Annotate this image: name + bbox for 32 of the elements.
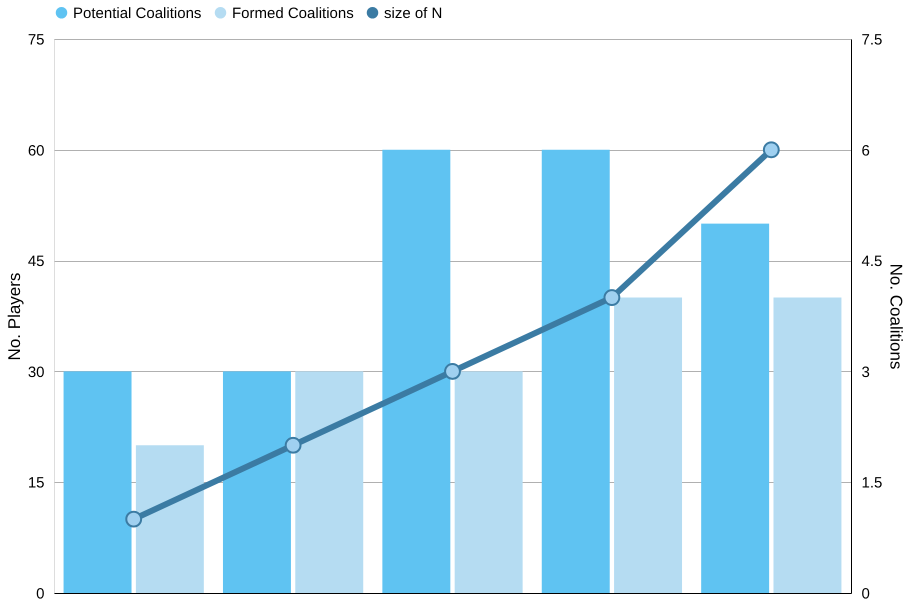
point: [284, 436, 302, 454]
point: [125, 510, 142, 528]
bar: [454, 371, 523, 593]
y-axis-title: No. Players: [4, 272, 24, 360]
y2-tick-label: 1.5: [862, 474, 882, 492]
y-tick-label: 15: [28, 474, 44, 492]
y-tick-label: 30: [28, 364, 44, 381]
bar: [222, 371, 291, 593]
point: [603, 289, 620, 306]
legend-label: Formed Coalitions: [232, 4, 354, 22]
bar: [295, 371, 364, 593]
point: [444, 363, 461, 380]
bar: [773, 298, 842, 593]
y-tick-label: 75: [28, 32, 44, 48]
y2-tick-label: 6: [862, 142, 870, 160]
y2-axis-title: No. Coalitions: [886, 264, 906, 370]
legend-label: Potential Coalitions: [73, 4, 202, 22]
bar: [64, 371, 132, 593]
y2-tick-label: 7.5: [862, 32, 882, 48]
bar: [136, 445, 204, 593]
y-tick-label: 0: [36, 586, 44, 602]
y-tick-label: 60: [28, 142, 44, 160]
bar: [542, 150, 610, 593]
bar: [701, 224, 770, 593]
y2-tick-label: 4.5: [862, 253, 882, 270]
legend-label: size of N: [384, 4, 442, 22]
bar: [614, 298, 682, 593]
y2-tick-label: 0: [862, 586, 870, 602]
point: [762, 141, 780, 158]
bar: [382, 150, 450, 593]
y2-tick-label: 3: [862, 364, 870, 381]
y-tick-label: 45: [28, 253, 44, 270]
